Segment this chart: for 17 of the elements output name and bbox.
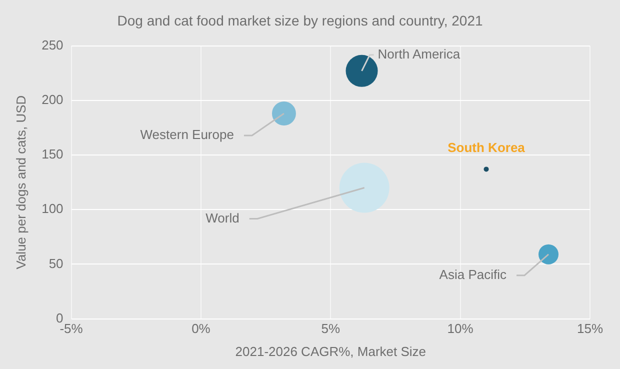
text: Asia Pacific	[439, 266, 507, 282]
y-axis-title: Value per dogs and cats, USD	[13, 95, 28, 270]
y-tick-label: 50	[48, 256, 64, 271]
text: World	[206, 210, 240, 226]
series-label: South Korea	[448, 140, 526, 155]
x-tick-label: 10%	[447, 321, 474, 336]
x-axis-title: 2021-2026 CAGR%, Market Size	[235, 344, 426, 359]
series-label: North America	[378, 46, 461, 62]
y-tick-label: 150	[42, 146, 64, 162]
text: Western Europe	[140, 127, 234, 142]
x-tick-label: 5%	[321, 321, 340, 336]
x-tick-label: 0%	[192, 321, 211, 336]
y-tick-label: 200	[42, 92, 64, 107]
x-tick-label: 15%	[576, 321, 604, 336]
chart-title: Dog and cat food market size by regions and country, 2021	[117, 12, 483, 28]
y-tick-label: 250	[42, 37, 64, 52]
y-tick-label: 100	[42, 201, 64, 216]
